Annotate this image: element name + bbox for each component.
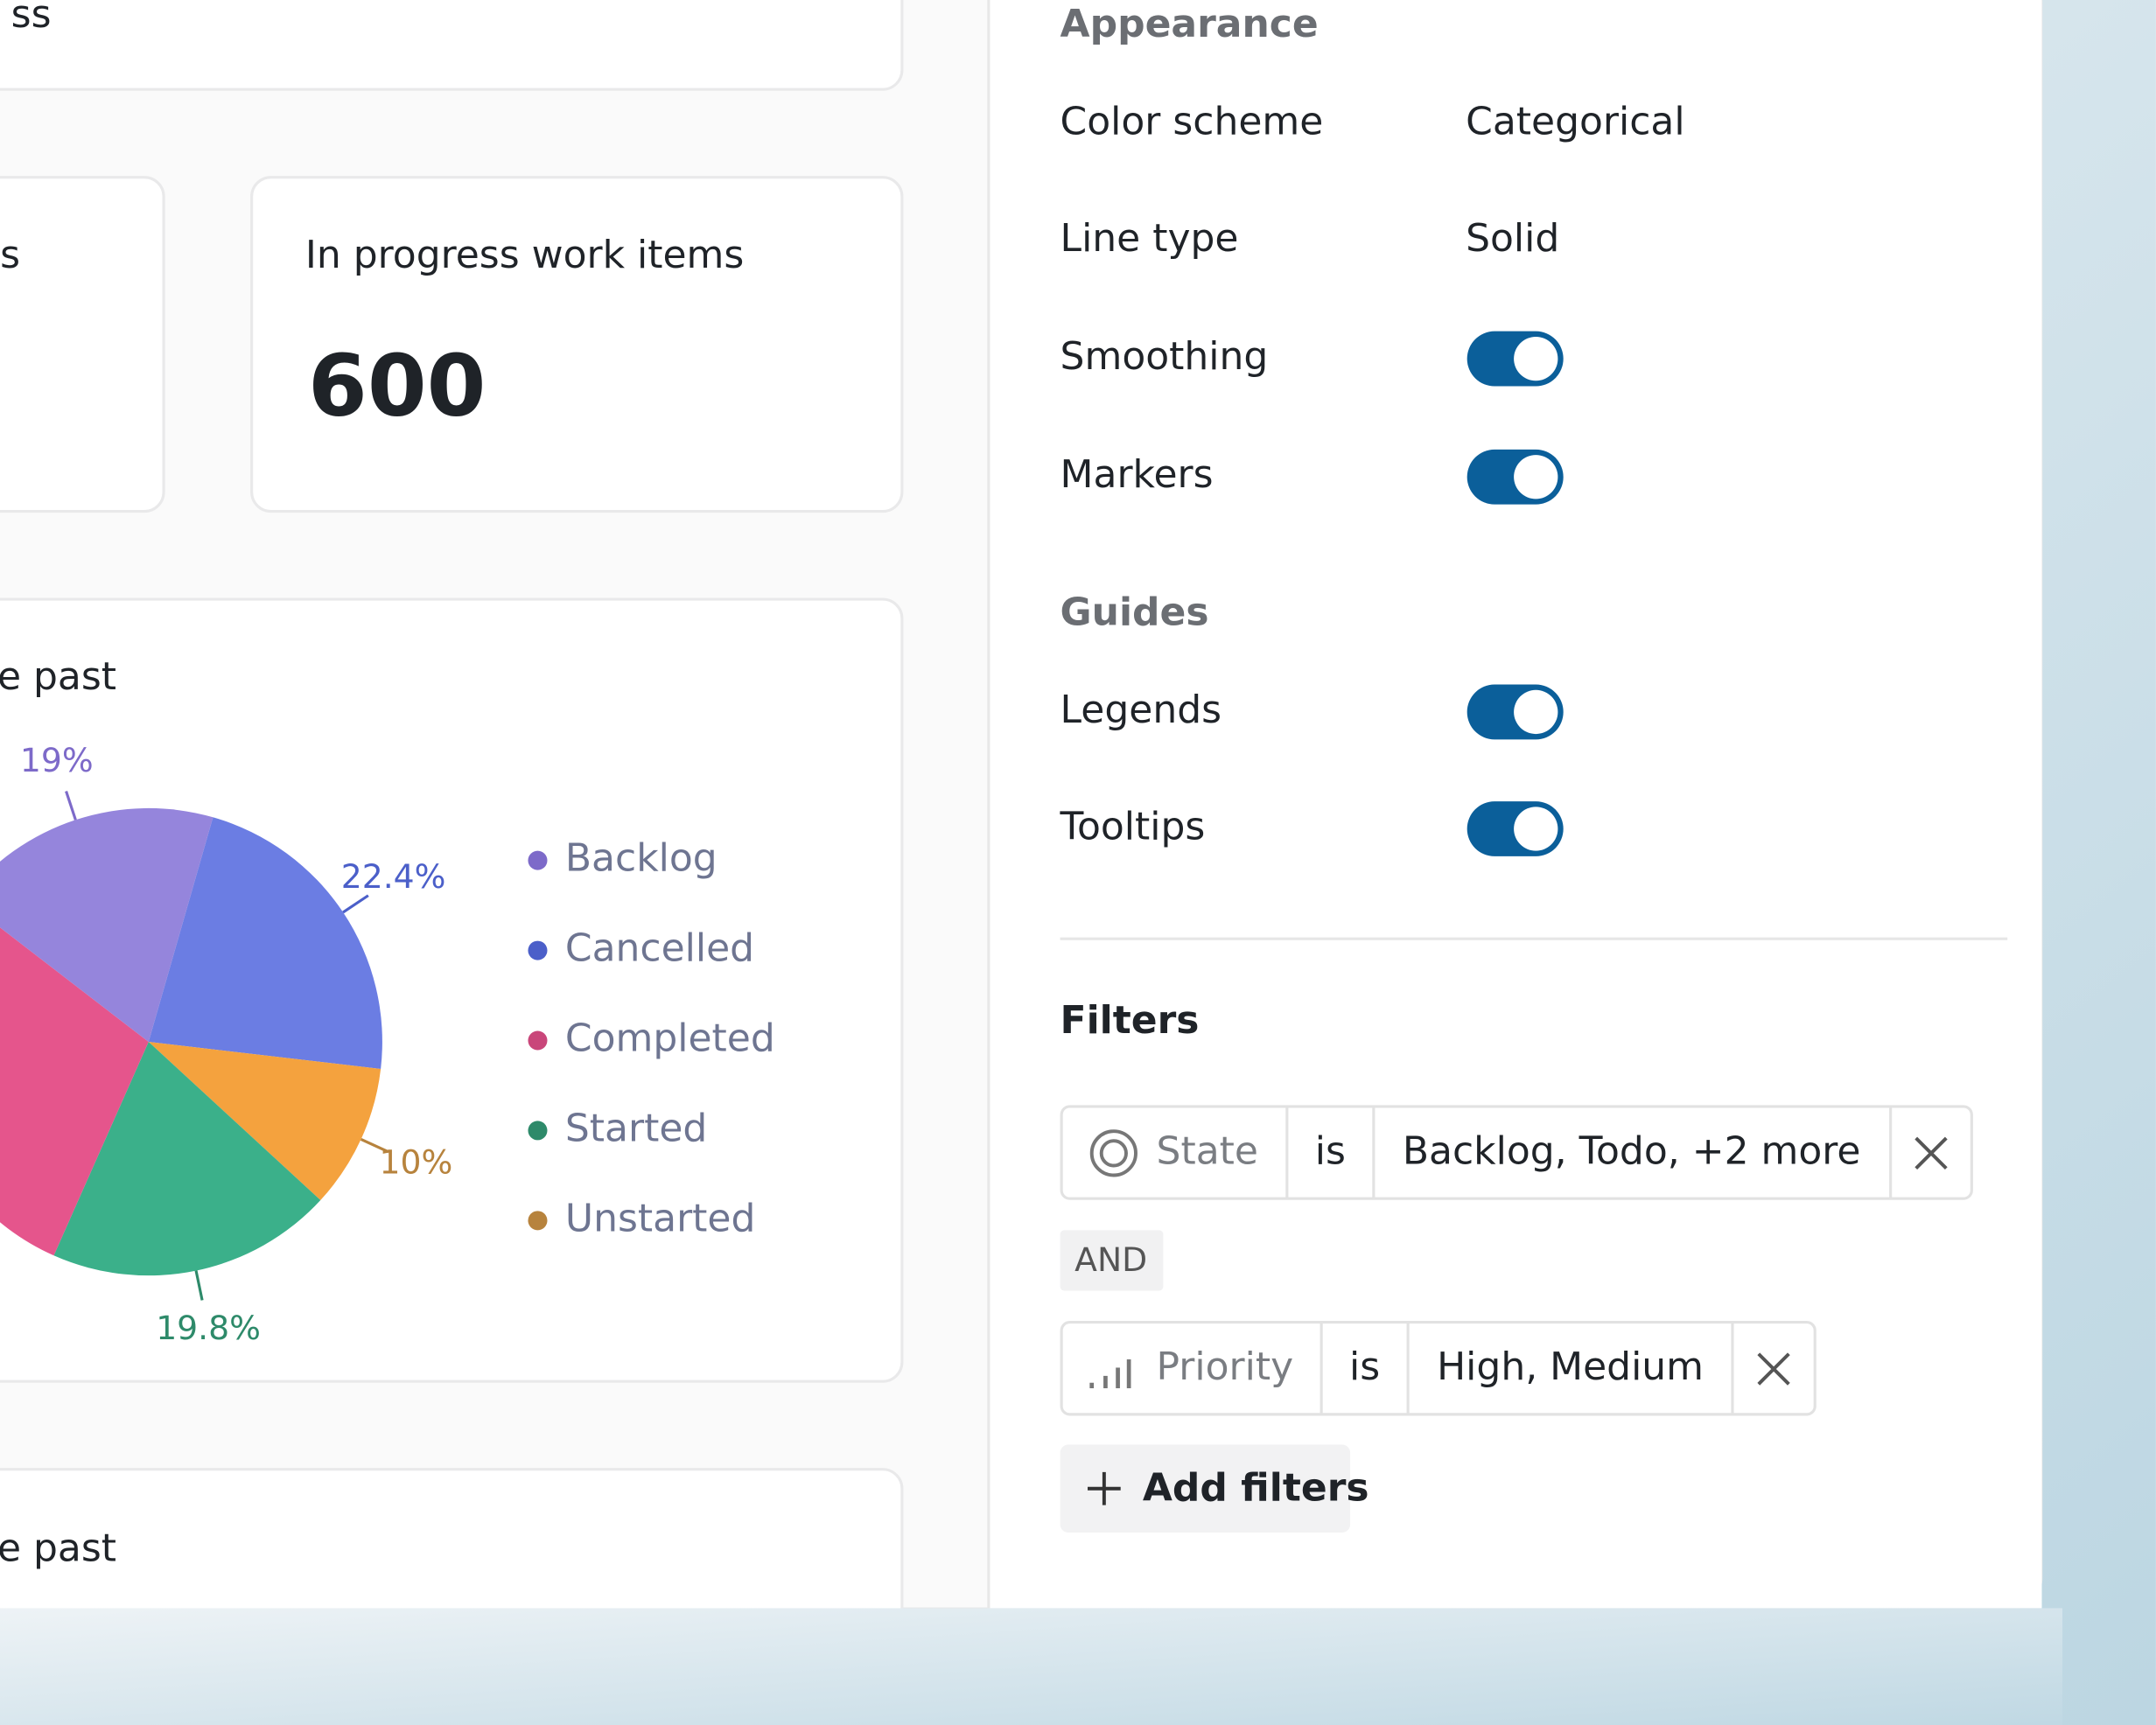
joiner-box [1060, 1230, 1164, 1291]
setting-label: Line type [1060, 216, 1239, 261]
leader-line [194, 1270, 204, 1301]
remove-filter[interactable] [1914, 1136, 1948, 1170]
setting-value[interactable]: Categorical [1466, 99, 1684, 143]
filter-value[interactable]: Backlog, Todo, +2 more [1403, 1128, 1861, 1173]
filter-field: Priority [1157, 1344, 1294, 1389]
data-label: 10% [380, 1143, 453, 1182]
remove-filter[interactable] [1757, 1352, 1790, 1386]
legend-dot [528, 1211, 548, 1231]
card-title: e past [0, 654, 116, 699]
state-icon [1099, 1139, 1128, 1168]
fragment: ss [11, 0, 52, 37]
filter-op: is [1315, 1128, 1346, 1173]
card [0, 176, 165, 513]
pie-slice [53, 1042, 321, 1276]
legend-label: Cancelled [565, 926, 754, 971]
filter-chip [1060, 1105, 1973, 1200]
joiner: AND [1074, 1240, 1147, 1279]
card [250, 176, 904, 513]
legend-label: Completed [565, 1016, 775, 1060]
setting-label: Markers [1060, 452, 1214, 497]
state-icon [1089, 1129, 1138, 1177]
legend-label: Started [565, 1106, 707, 1150]
setting-label: Smoothing [1060, 334, 1269, 379]
setting-label: Legends [1060, 688, 1222, 732]
card-title: In progress work items [305, 233, 744, 277]
pie-slice [0, 927, 149, 1256]
filter-value[interactable]: High, Medium [1437, 1344, 1704, 1389]
legend-dot [528, 1121, 548, 1141]
toggle-knob [1514, 807, 1558, 851]
legend-dot [528, 1030, 548, 1051]
toggle-knob [1514, 689, 1558, 735]
leader-line [65, 790, 77, 821]
card [0, 0, 904, 91]
filter-op: is [1349, 1344, 1380, 1389]
add-filters-label[interactable]: Add filters [1143, 1465, 1369, 1510]
data-label: 19.8% [156, 1309, 261, 1347]
leader-line [342, 894, 369, 914]
background [0, 1608, 2063, 1725]
pie-chart: 22.4% 10% 19.8% 19% Backlog Cancelled Complete… [0, 741, 775, 1347]
setting-label: Color scheme [1060, 99, 1324, 143]
add-filters-button[interactable] [1060, 1444, 1351, 1533]
legend-dot [528, 850, 548, 870]
leader-line [360, 1137, 389, 1154]
data-label: 22.4% [341, 857, 446, 896]
section-heading: Filters [1060, 998, 1200, 1043]
setting-label: Tooltips [1060, 805, 1206, 849]
pie-slice [148, 817, 382, 1069]
section-heading: Appearance [1060, 2, 1319, 46]
legend-dot [528, 940, 548, 960]
toggle-knob [1514, 455, 1558, 499]
filter-field: State [1157, 1128, 1258, 1173]
pie-slice [0, 807, 214, 1043]
setting-value[interactable]: Solid [1466, 216, 1559, 261]
data-label: 19% [20, 741, 94, 779]
card-value: 600 [308, 337, 486, 436]
pie-slice [148, 1042, 382, 1201]
settings: Appearance Color scheme Categorical Line ty… [1060, 2, 2008, 1533]
section-heading: Guides [1060, 590, 1209, 634]
toggle-knob [1514, 336, 1558, 381]
legend-label: Unstarted [565, 1196, 756, 1240]
fragment: s [0, 233, 20, 277]
card-title: e past [0, 1526, 116, 1570]
legend-label: Backlog [565, 836, 718, 881]
plus-icon [1087, 1471, 1121, 1505]
filter-chip [1060, 1321, 1816, 1416]
